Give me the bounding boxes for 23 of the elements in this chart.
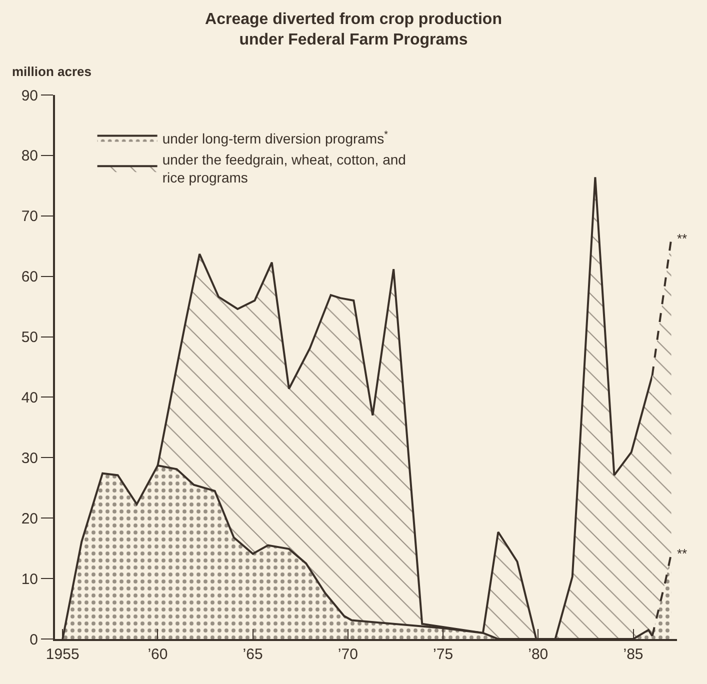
legend-label: under the feedgrain, wheat, cotton, and rice programs	[162, 151, 406, 186]
legend-label: under long-term diversion programs$^{*}$	[162, 129, 388, 146]
y-tick-label: 10	[21, 570, 38, 588]
x-tick-label: ’65	[242, 646, 263, 663]
y-tick-label: 50	[21, 329, 38, 346]
x-tick-label: ’70	[338, 646, 358, 663]
y-tick-label: 40	[21, 389, 38, 406]
y-tick-label: 20	[21, 510, 38, 528]
chart-title: Acreage diverted from crop production under Federal Farm Programs	[205, 10, 502, 49]
x-tick-label: ’80	[528, 646, 548, 663]
x-tick-label: ’75	[433, 646, 454, 663]
annotation: **	[677, 546, 688, 561]
y-tick-label: 0	[30, 631, 38, 648]
y-tick-label: 90	[21, 87, 38, 104]
x-tick-label: ’85	[623, 646, 644, 663]
x-tick-label: ’60	[148, 646, 168, 663]
y-tick-label: 70	[21, 208, 38, 226]
y-tick-label: 60	[21, 268, 38, 286]
y-tick-label: 30	[21, 450, 38, 467]
y-tick-label: 80	[21, 148, 38, 165]
y-axis-title: million acres	[12, 64, 92, 79]
x-tick-label: 1955	[46, 646, 80, 663]
annotation: **	[677, 231, 688, 246]
